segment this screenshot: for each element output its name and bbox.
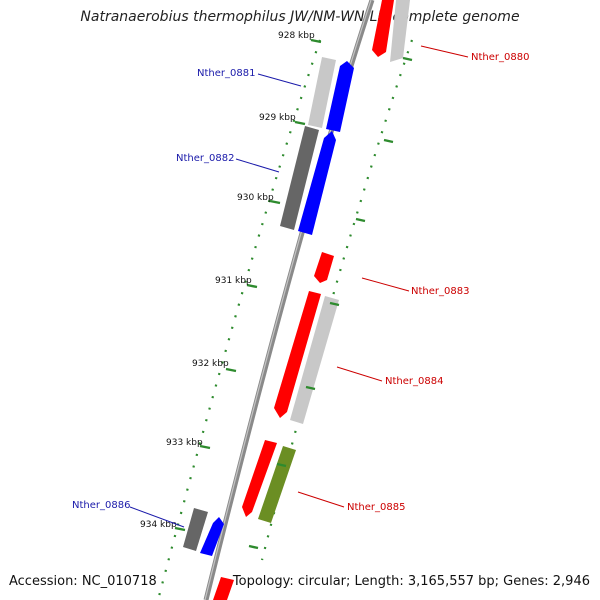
tick-label-930: 930 kbp — [237, 193, 274, 203]
tick-mark-929 — [294, 120, 306, 126]
gene-nther-0883-block — [314, 252, 334, 283]
gene-features — [183, 0, 410, 600]
gene-nther-0880-block — [372, 0, 394, 57]
gene-nther-0886-block — [200, 517, 224, 556]
accession-text: Accession: NC_010718 — [9, 574, 157, 589]
tick-label-929: 929 kbp — [259, 113, 296, 123]
tick-label-934: 934 kbp — [140, 520, 177, 530]
gene-nther-0886-gray-block — [183, 508, 208, 551]
gene-nther-0885-block — [242, 440, 277, 517]
tick-label-931: 931 kbp — [215, 276, 252, 286]
tick-mark-outer-928 — [402, 56, 413, 62]
tick-mark-outer-930 — [355, 217, 366, 223]
gene-nther-0881-block — [326, 61, 354, 132]
tick-mark-outer-933 — [276, 462, 287, 468]
gene-nther-0884-block — [274, 291, 321, 418]
scale-ticks: 928 kbp 929 kbp 930 kbp 931 kbp 932 kbp 933 k… — [140, 31, 413, 550]
gene-nther-0884-gray-block — [290, 296, 339, 424]
tick-mark-928 — [310, 38, 322, 44]
tick-mark-outer-931 — [329, 301, 340, 307]
leader-line-nther_0884 — [336, 366, 383, 382]
leader-line-nther_0881 — [257, 73, 302, 87]
gene-nther-0880-gray-block — [390, 0, 410, 62]
gene-label-nther_0881[interactable]: Nther_0881 — [197, 68, 255, 79]
tick-mark-outer-934 — [248, 544, 259, 550]
tick-label-932: 932 kbp — [192, 359, 229, 369]
inner-dotted-track — [156, 39, 322, 600]
gene-label-nther_0882[interactable]: Nther_0882 — [176, 153, 234, 164]
tick-mark-931 — [246, 283, 258, 289]
tick-mark-932 — [225, 367, 237, 373]
gene-label-nther_0886[interactable]: Nther_0886 — [72, 500, 130, 511]
leader-line-nther_0883 — [361, 277, 410, 292]
gene-nther-0885-olive-block — [258, 446, 296, 523]
gene-bottom-partial-block — [213, 577, 234, 600]
tick-label-928: 928 kbp — [278, 31, 315, 41]
map-title: Natranaerobius thermophilus JW/NM-WN-LF,… — [80, 9, 520, 25]
gene-label-nther_0885[interactable]: Nther_0885 — [347, 502, 405, 513]
gene-label-nther_0880[interactable]: Nther_0880 — [471, 52, 529, 63]
tick-mark-933 — [199, 444, 211, 450]
gene-label-nther_0884[interactable]: Nther_0884 — [385, 376, 443, 387]
leader-line-nther_0882 — [235, 158, 280, 173]
gene-nther-0881-gray-block — [308, 57, 336, 128]
gene-nther-0882-block — [298, 131, 336, 235]
tick-mark-outer-929 — [383, 138, 394, 144]
leader-line-nther_0886 — [129, 506, 185, 528]
gene-nther-0882-gray-block — [280, 126, 319, 230]
gene-label-nther_0883[interactable]: Nther_0883 — [411, 286, 469, 297]
tick-mark-930 — [269, 199, 281, 205]
backbone-line — [203, 0, 375, 600]
tick-mark-outer-932 — [305, 385, 316, 391]
leader-line-nther_0885 — [297, 491, 345, 508]
leader-line-nther_0880 — [420, 45, 469, 58]
gene-labels: Nther_0880 Nther_0881 Nther_0882 Nther_0883… — [72, 45, 529, 528]
tick-mark-934 — [174, 526, 186, 532]
tick-label-933: 933 kbp — [166, 438, 203, 448]
genome-summary-text: Topology: circular; Length: 3,165,557 bp… — [232, 574, 590, 589]
